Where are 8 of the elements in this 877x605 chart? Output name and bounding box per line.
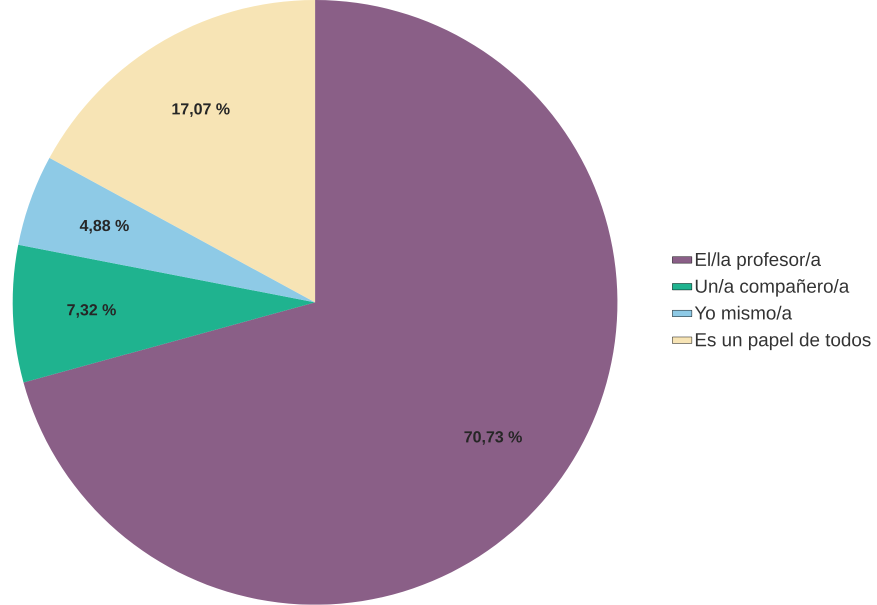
legend-label: Es un papel de todos [696,332,871,350]
legend-label: El/la profesor/a [696,252,821,270]
legend-label: Yo mismo/a [694,306,792,320]
data-label: 17,07 % [172,103,230,118]
data-label: 7,32 % [67,304,116,318]
data-label: 4,88 % [80,220,129,234]
data-label: 70,73 % [464,431,522,445]
legend-label: Un/a compañero/a [696,279,850,297]
